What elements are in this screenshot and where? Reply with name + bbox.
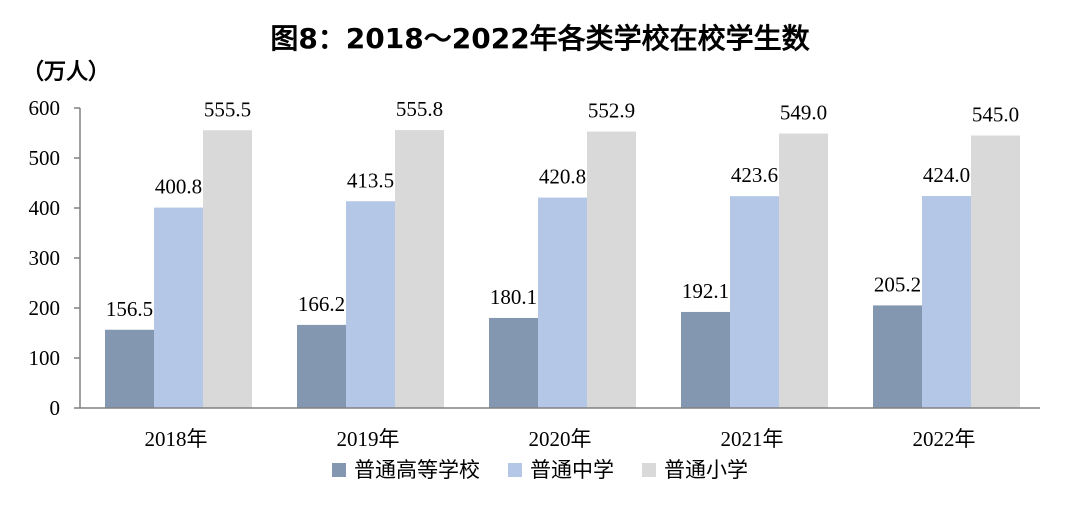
x-tick-label: 2021年: [721, 427, 784, 451]
bar: [346, 201, 395, 408]
bar: [154, 207, 203, 408]
legend-label: 普通小学: [664, 458, 748, 482]
y-tick-label: 400: [29, 196, 61, 220]
data-label: 166.2: [298, 292, 345, 316]
legend-item: 普通小学: [642, 458, 748, 482]
y-tick-label: 0: [50, 396, 61, 420]
chart-title: 图8：2018～2022年各类学校在校学生数: [270, 22, 810, 55]
data-label: 423.6: [731, 163, 778, 187]
data-label: 180.1: [490, 285, 537, 309]
y-tick-label: 600: [29, 96, 61, 120]
data-label: 400.8: [155, 175, 202, 199]
data-label: 192.1: [682, 279, 729, 303]
legend-swatch: [642, 463, 656, 477]
x-tick-label: 2018年: [145, 427, 208, 451]
legend-swatch: [508, 463, 522, 477]
legend-label: 普通高等学校: [354, 458, 480, 482]
bar: [971, 135, 1020, 408]
y-tick-label: 500: [29, 146, 61, 170]
legend-item: 普通高等学校: [332, 458, 480, 482]
bar: [395, 130, 444, 408]
y-tick-label: 100: [29, 346, 61, 370]
bar: [203, 130, 252, 408]
bar: [922, 196, 971, 408]
x-tick-label: 2020年: [529, 427, 592, 451]
y-tick-label: 300: [29, 246, 61, 270]
bar: [297, 324, 346, 408]
data-label: 420.8: [539, 165, 586, 189]
bar: [587, 131, 636, 409]
x-axis: 2018年 2019年 2020年 2021年 2022年: [80, 407, 1040, 451]
data-label: 424.0: [923, 163, 970, 187]
data-label: 545.0: [972, 103, 1019, 127]
x-tick-label: 2019年: [337, 427, 400, 451]
bar: [681, 311, 730, 408]
bar: [538, 197, 587, 408]
bar: [779, 133, 828, 408]
data-label: 549.0: [780, 101, 827, 125]
bar: [873, 305, 922, 408]
legend-label: 普通中学: [530, 458, 614, 482]
data-label: 156.5: [106, 297, 153, 321]
legend-item: 普通中学: [508, 458, 614, 482]
legend: 普通高等学校 普通中学 普通小学: [332, 458, 748, 482]
y-axis-unit-label: （万人）: [22, 60, 110, 85]
bar: [730, 196, 779, 408]
legend-swatch: [332, 463, 346, 477]
bar: [489, 317, 538, 408]
y-tick-label: 200: [29, 296, 61, 320]
data-label: 555.5: [204, 97, 251, 121]
data-label: 552.9: [588, 99, 635, 123]
y-axis: 0 100 200 300 400 500 600: [29, 96, 81, 420]
data-label: 555.8: [396, 97, 443, 121]
bar: [105, 329, 154, 408]
data-label: 413.5: [347, 168, 394, 192]
x-tick-label: 2022年: [913, 427, 976, 451]
data-label: 205.2: [874, 272, 921, 296]
bars-group: 156.5 400.8 555.5 166.2 413.5 555.8 180.1 420.8…: [105, 97, 1020, 409]
